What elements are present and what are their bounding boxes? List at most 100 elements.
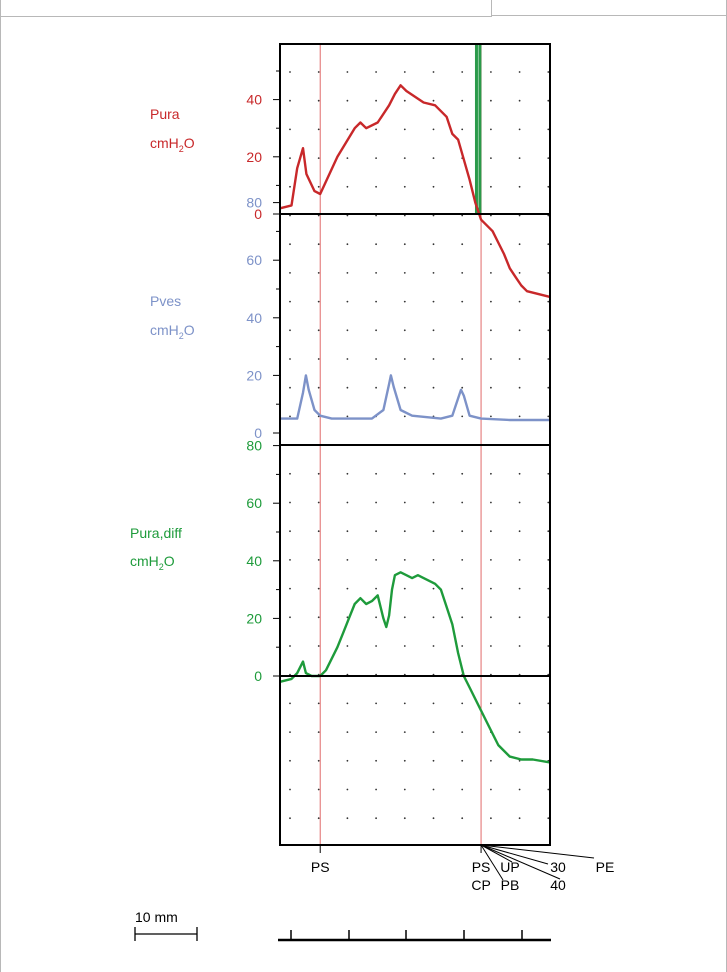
grid-dot (375, 702, 377, 705)
grid-dot (490, 157, 492, 160)
grid-dot (289, 501, 291, 504)
grid-dot (375, 99, 377, 102)
grid-dot (461, 645, 464, 647)
grid-dot (461, 559, 464, 561)
grid-dot (432, 702, 435, 705)
grid-dot (346, 501, 349, 504)
grid-dot (346, 71, 349, 73)
grid-dot (375, 300, 377, 303)
grid-dot (547, 731, 550, 733)
grid-dot (403, 272, 406, 274)
annotation-label: PE (596, 859, 615, 875)
pura-unit: cmH2O (150, 135, 195, 154)
grid-dot (346, 788, 349, 791)
grid-dot (375, 185, 377, 188)
grid-dot (375, 71, 377, 73)
grid-dot (375, 128, 377, 131)
diff-tick-label: 80 (246, 438, 262, 454)
grid-dot (346, 817, 349, 820)
grid-dot (375, 243, 377, 246)
grid-dot (461, 272, 464, 274)
grid-dot (432, 272, 435, 274)
grid-dot (547, 386, 550, 389)
grid-dot (375, 616, 377, 619)
grid-dot (432, 788, 435, 791)
grid-dot (547, 157, 550, 160)
grid-dot (403, 731, 406, 733)
grid-dot (375, 386, 377, 389)
grid-dot (490, 559, 492, 561)
grid-dot (403, 99, 406, 102)
grid-dot (289, 587, 291, 590)
grid-dot (403, 817, 406, 820)
grid-dot (317, 559, 320, 561)
top-border-left (0, 0, 492, 17)
pves-tick-label: 0 (254, 425, 262, 441)
grid-dot (375, 645, 377, 647)
grid-dot (432, 243, 435, 246)
grid-dot (518, 157, 521, 160)
grid-dot (461, 587, 464, 590)
grid-dot (547, 71, 550, 73)
grid-dot (547, 272, 550, 274)
grid-dot (547, 559, 550, 561)
series-diff (279, 571, 551, 764)
grid-dot (317, 788, 320, 791)
grid-dot (432, 185, 435, 188)
grid-dot (289, 128, 291, 131)
grid-dot (432, 501, 435, 504)
grid-dot (432, 559, 435, 561)
grid-dot (403, 358, 406, 360)
grid-dot (547, 472, 550, 475)
grid-dot (375, 358, 377, 360)
grid-dot (317, 587, 320, 590)
grid-dot (289, 616, 291, 619)
grid-dot (317, 185, 320, 188)
grid-dot (490, 616, 492, 619)
grid-dot (518, 587, 521, 590)
grid-dot (317, 731, 320, 733)
scale-bar-label: 10 mm (135, 909, 178, 925)
grid-dot (490, 329, 492, 332)
annotation-label: 40 (550, 877, 566, 893)
grid-dot (547, 817, 550, 820)
grid-dot (289, 272, 291, 274)
grid-dot (490, 587, 492, 590)
grid-dot (461, 530, 464, 533)
grid-dot (490, 702, 492, 705)
grid-dot (432, 530, 435, 533)
grid-dot (289, 71, 291, 73)
grid-dot (518, 300, 521, 303)
grid-dot (375, 788, 377, 791)
grid-dot (289, 530, 291, 533)
grid-dot (346, 358, 349, 360)
grid-dot (547, 329, 550, 332)
grid-dot (403, 157, 406, 160)
grid-dot (317, 616, 320, 619)
grid-dot (547, 358, 550, 360)
grid-dot (317, 300, 320, 303)
grid-dot (317, 272, 320, 274)
grid-dot (461, 817, 464, 820)
grid-dot (432, 71, 435, 73)
grid-dot (403, 185, 406, 188)
grid-dot (289, 731, 291, 733)
grid-dot (547, 243, 550, 246)
grid-dot (547, 415, 550, 418)
annotation-label: 30 (550, 859, 566, 875)
grid-dot (317, 243, 320, 246)
grid-dot (547, 645, 550, 647)
grid-dot (461, 386, 464, 389)
grid-dot (547, 99, 550, 102)
grid-dot (490, 300, 492, 303)
grid-dot (346, 272, 349, 274)
grid-dot (518, 472, 521, 475)
grid-dot (461, 501, 464, 504)
grid-dot (346, 157, 349, 160)
grid-dot (289, 358, 291, 360)
grid-dot (289, 788, 291, 791)
grid-dot (289, 645, 291, 647)
grid-dot (518, 616, 521, 619)
grid-dot (490, 243, 492, 246)
